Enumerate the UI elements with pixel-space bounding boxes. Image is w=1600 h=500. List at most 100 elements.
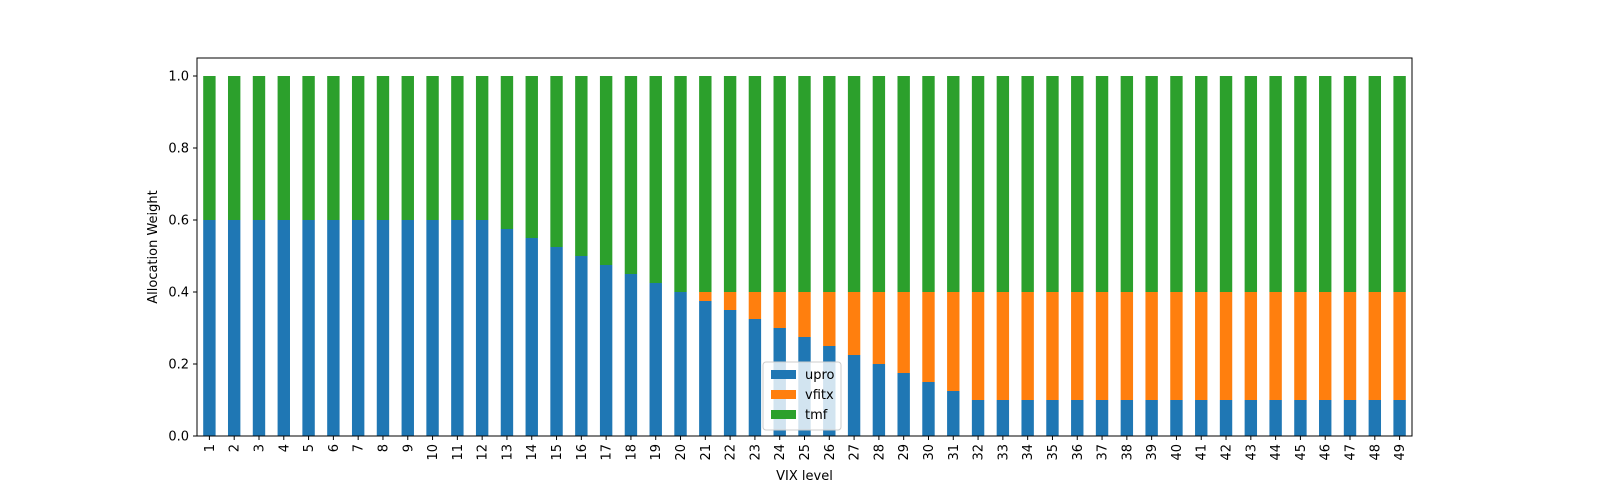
x-tick-label: 29 bbox=[897, 444, 912, 461]
x-tick-label: 34 bbox=[1021, 444, 1036, 461]
bar-tmf-7 bbox=[351, 76, 365, 220]
bar-tmf-27 bbox=[847, 76, 861, 292]
x-tick-label: 47 bbox=[1344, 444, 1359, 461]
bar-upro-22 bbox=[723, 310, 737, 436]
x-tick-label: 23 bbox=[748, 444, 763, 461]
x-tick-label: 2 bbox=[228, 444, 243, 452]
bar-tmf-4 bbox=[277, 76, 290, 220]
bar-tmf-41 bbox=[1195, 76, 1208, 292]
bar-upro-23 bbox=[748, 319, 762, 436]
legend-swatch-upro bbox=[771, 370, 796, 379]
x-tick-label: 42 bbox=[1220, 444, 1235, 461]
x-tick-label: 13 bbox=[500, 444, 515, 461]
bar-tmf-47 bbox=[1343, 76, 1357, 292]
bar-tmf-23 bbox=[748, 76, 762, 292]
bar-upro-6 bbox=[327, 220, 340, 436]
bar-upro-42 bbox=[1219, 400, 1233, 436]
x-tick-label: 28 bbox=[872, 444, 887, 461]
bar-tmf-45 bbox=[1294, 76, 1307, 292]
x-tick-label: 11 bbox=[451, 444, 466, 461]
bar-tmf-5 bbox=[302, 76, 315, 220]
x-tick-label: 43 bbox=[1244, 444, 1259, 461]
bar-upro-28 bbox=[872, 364, 886, 436]
x-tick-label: 41 bbox=[1195, 444, 1210, 461]
x-tick-label: 38 bbox=[1120, 444, 1135, 461]
bar-tmf-49 bbox=[1393, 76, 1406, 292]
x-tick-label: 15 bbox=[550, 444, 565, 461]
bar-vfitx-27 bbox=[847, 292, 861, 355]
bar-tmf-12 bbox=[475, 76, 489, 220]
bar-upro-4 bbox=[277, 220, 290, 436]
legend-swatch-vfitx bbox=[771, 390, 796, 399]
bar-vfitx-35 bbox=[1046, 292, 1059, 400]
x-tick-label: 14 bbox=[525, 444, 540, 461]
x-tick-label: 22 bbox=[724, 444, 739, 461]
y-axis-title: Allocation Weight bbox=[146, 190, 161, 304]
bar-upro-48 bbox=[1368, 400, 1382, 436]
bar-vfitx-48 bbox=[1368, 292, 1382, 400]
x-tick-label: 17 bbox=[600, 444, 615, 461]
legend-label-vfitx: vfitx bbox=[805, 388, 834, 403]
x-tick-label: 6 bbox=[327, 444, 342, 452]
x-tick-label: 44 bbox=[1269, 444, 1284, 461]
bar-tmf-48 bbox=[1368, 76, 1382, 292]
bar-tmf-19 bbox=[649, 76, 662, 283]
x-tick-label: 25 bbox=[798, 444, 813, 461]
x-tick-label: 36 bbox=[1071, 444, 1086, 461]
x-tick-label: 4 bbox=[277, 444, 292, 452]
x-tick-label: 45 bbox=[1294, 444, 1309, 461]
bar-upro-31 bbox=[947, 391, 960, 436]
bar-upro-32 bbox=[971, 400, 985, 436]
bar-tmf-1 bbox=[203, 76, 216, 220]
bar-upro-18 bbox=[624, 274, 638, 436]
bar-upro-12 bbox=[475, 220, 489, 436]
bar-upro-21 bbox=[699, 301, 712, 436]
bar-upro-37 bbox=[1095, 400, 1109, 436]
bar-vfitx-46 bbox=[1319, 292, 1332, 400]
bar-upro-16 bbox=[575, 256, 588, 436]
bar-vfitx-22 bbox=[723, 292, 737, 310]
bars-layer bbox=[203, 76, 1406, 436]
bar-upro-38 bbox=[1120, 400, 1134, 436]
bar-vfitx-44 bbox=[1269, 292, 1282, 400]
bar-upro-9 bbox=[401, 220, 414, 436]
x-tick-label: 46 bbox=[1319, 444, 1334, 461]
bar-vfitx-23 bbox=[748, 292, 762, 319]
bar-tmf-14 bbox=[525, 76, 538, 238]
bar-tmf-13 bbox=[500, 76, 514, 229]
x-tick-label: 27 bbox=[848, 444, 863, 461]
bar-tmf-10 bbox=[426, 76, 439, 220]
bar-tmf-46 bbox=[1319, 76, 1332, 292]
bar-upro-5 bbox=[302, 220, 315, 436]
bar-vfitx-25 bbox=[798, 292, 811, 337]
bar-tmf-35 bbox=[1046, 76, 1059, 292]
bar-upro-7 bbox=[351, 220, 365, 436]
bar-tmf-37 bbox=[1095, 76, 1109, 292]
bar-tmf-11 bbox=[451, 76, 464, 220]
x-tick-label: 26 bbox=[823, 444, 838, 461]
bar-vfitx-41 bbox=[1195, 292, 1208, 400]
bar-tmf-20 bbox=[674, 76, 687, 292]
x-tick-label: 48 bbox=[1368, 444, 1383, 461]
bar-tmf-33 bbox=[996, 76, 1010, 292]
x-tick-label: 40 bbox=[1170, 444, 1185, 461]
bar-upro-33 bbox=[996, 400, 1010, 436]
legend-swatch-tmf bbox=[771, 410, 796, 419]
x-tick-label: 12 bbox=[476, 444, 491, 461]
bar-vfitx-26 bbox=[823, 292, 836, 346]
bar-upro-40 bbox=[1170, 400, 1183, 436]
bar-upro-10 bbox=[426, 220, 439, 436]
legend-label-upro: upro bbox=[805, 368, 835, 383]
bar-upro-47 bbox=[1343, 400, 1357, 436]
bar-tmf-30 bbox=[922, 76, 935, 292]
bar-tmf-21 bbox=[699, 76, 712, 292]
x-tick-label: 35 bbox=[1046, 444, 1061, 461]
bar-upro-11 bbox=[451, 220, 464, 436]
bar-upro-29 bbox=[897, 373, 910, 436]
bar-upro-34 bbox=[1021, 400, 1034, 436]
bar-tmf-42 bbox=[1219, 76, 1233, 292]
bar-vfitx-45 bbox=[1294, 292, 1307, 400]
bar-tmf-44 bbox=[1269, 76, 1282, 292]
